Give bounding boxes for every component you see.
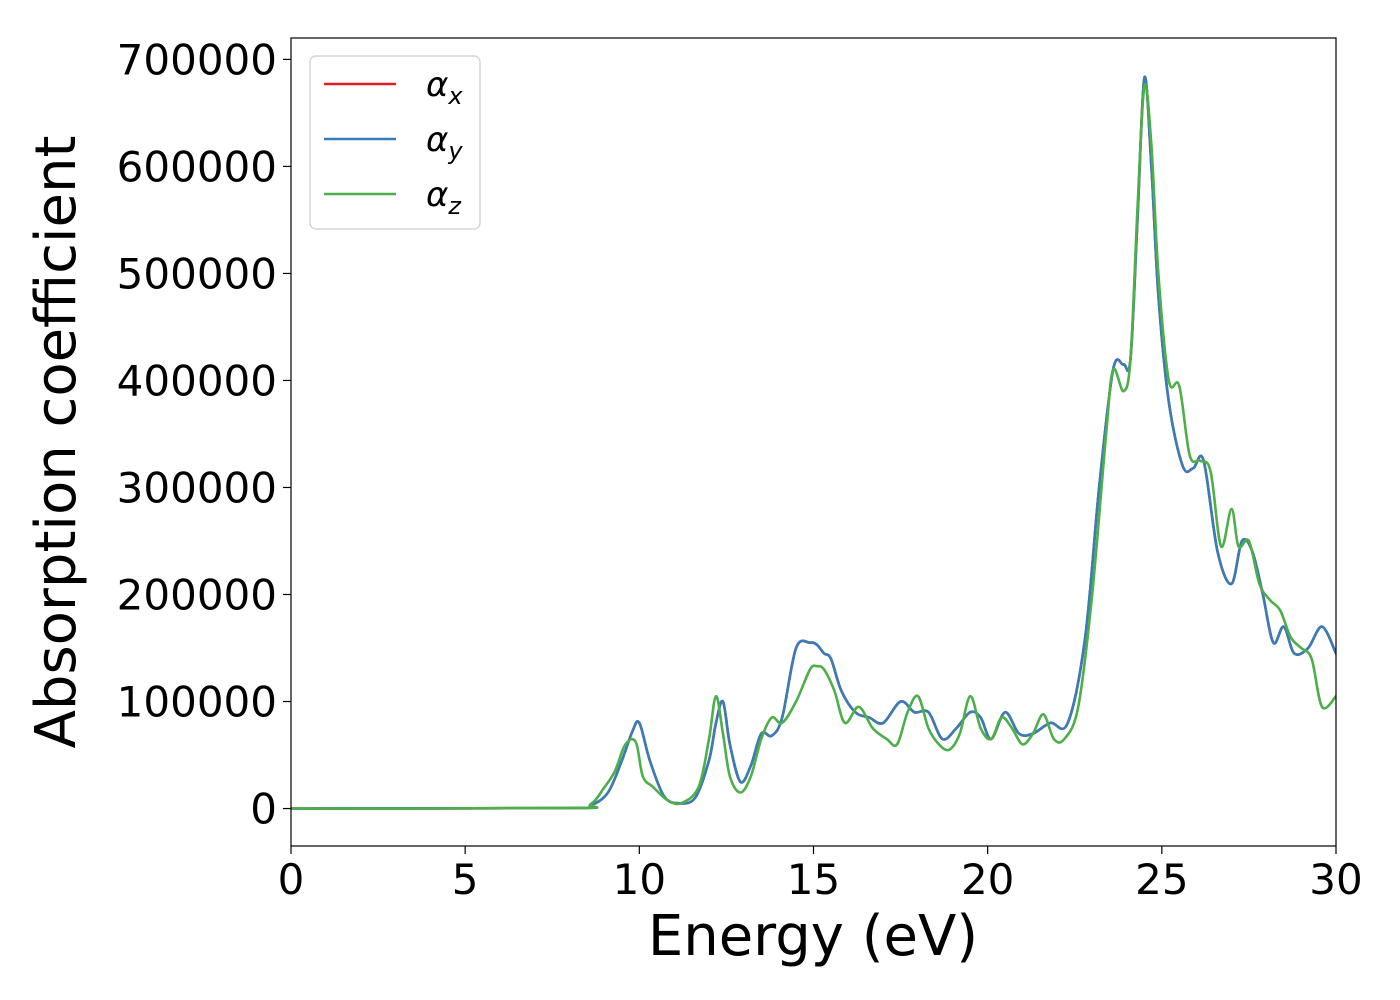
y-tick-label: 600000 — [117, 142, 277, 191]
y-axis-title: Absorption coefficient — [24, 136, 89, 749]
y-tick-label: 300000 — [117, 463, 277, 512]
x-axis: 0 5 10 15 20 25 30 — [278, 846, 1363, 904]
legend-label-z: αz — [426, 175, 462, 220]
legend: αx αy αz — [309, 55, 481, 230]
x-tick-label: 5 — [452, 855, 479, 904]
y-tick-label: 0 — [250, 785, 277, 834]
legend-label-x: αx — [426, 65, 463, 110]
y-tick-label: 200000 — [117, 571, 277, 620]
x-tick-label: 0 — [278, 855, 305, 904]
legend-label-y: αy — [426, 120, 463, 165]
x-tick-label: 30 — [1309, 855, 1362, 904]
x-tick-label: 15 — [787, 855, 840, 904]
series-line-z — [291, 83, 1336, 810]
y-tick-label: 400000 — [117, 356, 277, 405]
y-axis: 0 100000 200000 300000 400000 500000 600000 700… — [117, 35, 291, 834]
y-tick-label: 700000 — [117, 35, 277, 84]
legend-box — [309, 55, 481, 230]
series-layer — [291, 75, 1336, 810]
y-tick-label: 500000 — [117, 249, 277, 298]
y-tick-label: 100000 — [117, 678, 277, 727]
x-tick-label: 10 — [613, 855, 666, 904]
x-tick-label: 20 — [961, 855, 1014, 904]
x-tick-label: 25 — [1135, 855, 1188, 904]
x-axis-title: Energy (eV) — [648, 904, 978, 969]
